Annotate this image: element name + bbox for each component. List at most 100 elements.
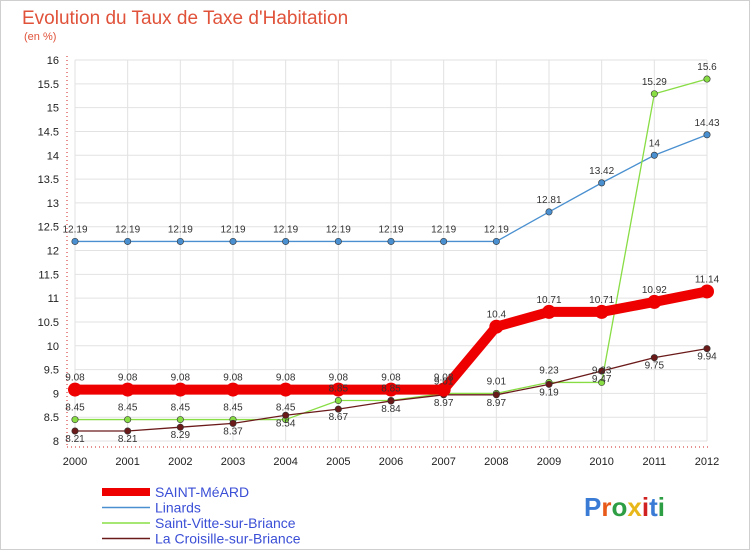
data-point xyxy=(334,405,342,413)
y-tick-label: 11.5 xyxy=(38,269,59,281)
data-labels: 9.08 9.08 9.08 9.08 9.08 9.08 9.08 9.08 10.4 10.7… xyxy=(62,62,719,445)
data-point xyxy=(440,237,448,245)
data-label: 8.84 xyxy=(381,404,401,415)
legend-label: Saint-Vitte-sur-Briance xyxy=(155,515,296,531)
data-point xyxy=(176,423,184,431)
x-tick-label: 2010 xyxy=(589,456,613,468)
data-label: 12.19 xyxy=(273,224,298,235)
y-tick-label: 14 xyxy=(47,150,59,162)
logo-text: Proxiti xyxy=(584,492,665,522)
logo-letter: t xyxy=(649,492,658,522)
data-label: 9.08 xyxy=(381,373,401,384)
data-point xyxy=(545,208,553,216)
data-label: 9.75 xyxy=(645,361,665,372)
data-point xyxy=(703,345,711,353)
y-tick-label: 15 xyxy=(47,103,59,115)
logo-letter: P xyxy=(584,492,601,522)
data-point xyxy=(229,237,237,245)
y-tick-label: 9 xyxy=(53,388,59,400)
legend-label: Linards xyxy=(155,500,201,516)
data-point xyxy=(598,179,606,187)
y-tick-label: 8.5 xyxy=(44,412,59,424)
data-point xyxy=(278,382,293,397)
data-label: 8.45 xyxy=(118,403,138,414)
data-label: 8.97 xyxy=(487,398,507,409)
data-label: 15.29 xyxy=(642,77,667,88)
y-tick-label: 8 xyxy=(53,436,59,448)
data-label: 9.08 xyxy=(171,373,191,384)
data-label: 9.23 xyxy=(539,365,559,376)
data-point xyxy=(229,419,237,427)
data-point xyxy=(68,382,82,397)
data-label: 8.45 xyxy=(171,403,191,414)
data-label: 8.54 xyxy=(276,418,296,429)
data-point xyxy=(334,397,342,405)
data-label: 9.08 xyxy=(118,373,138,384)
data-point xyxy=(124,416,132,424)
data-label: 8.21 xyxy=(65,434,85,445)
data-point xyxy=(387,237,395,245)
data-label: 8.85 xyxy=(329,384,349,395)
data-label: 12.19 xyxy=(378,224,403,235)
data-label: 14 xyxy=(649,138,661,149)
data-label: 9.23 xyxy=(592,365,612,376)
data-label: 10.92 xyxy=(642,285,667,296)
data-label: 9.94 xyxy=(697,352,717,363)
data-point xyxy=(650,354,658,362)
data-point xyxy=(492,391,500,399)
data-point xyxy=(650,151,658,159)
data-point xyxy=(331,382,346,397)
data-label: 12.19 xyxy=(431,224,456,235)
legend-label: SAINT-MéARD xyxy=(155,484,249,500)
data-label: 13.42 xyxy=(589,166,614,177)
x-tick-label: 2004 xyxy=(273,456,297,468)
x-tick-label: 2007 xyxy=(431,456,455,468)
data-label: 10.71 xyxy=(589,295,614,306)
x-tick-label: 2011 xyxy=(643,456,667,468)
data-point xyxy=(492,237,500,245)
data-point xyxy=(489,319,504,334)
x-tick-label: 2001 xyxy=(115,456,139,468)
y-tick-label: 11 xyxy=(48,293,59,305)
data-label: 8.37 xyxy=(223,426,243,437)
data-label: 9.47 xyxy=(592,374,612,385)
data-label: 9.01 xyxy=(434,376,454,387)
data-label: 9.08 xyxy=(329,373,349,384)
data-label: 9.08 xyxy=(223,373,243,384)
data-label: 8.45 xyxy=(276,403,296,414)
data-point xyxy=(647,294,662,309)
logo-letter: i xyxy=(642,492,649,522)
data-label: 8.45 xyxy=(223,403,243,414)
data-point xyxy=(176,237,184,245)
data-point xyxy=(650,90,658,98)
data-label: 9.08 xyxy=(276,373,296,384)
data-label: 11.14 xyxy=(695,274,720,285)
data-label: 9.08 xyxy=(434,373,454,384)
data-label: 9.01 xyxy=(487,376,507,387)
data-label: 12.19 xyxy=(484,224,509,235)
data-label: 10.71 xyxy=(536,295,561,306)
x-tick-label: 2012 xyxy=(695,456,719,468)
data-label: 9.19 xyxy=(539,387,559,398)
data-label: 12.19 xyxy=(220,224,245,235)
y-tick-label: 12.5 xyxy=(38,222,59,234)
y-tick-label: 13.5 xyxy=(38,174,59,186)
x-tick-label: 2008 xyxy=(484,456,508,468)
data-label: 12.19 xyxy=(115,224,140,235)
y-tick-label: 10 xyxy=(47,341,59,353)
logo-letter: x xyxy=(627,492,642,522)
data-point xyxy=(598,378,606,386)
data-label: 12.19 xyxy=(168,224,193,235)
y-tick-label: 13 xyxy=(47,198,59,210)
data-point xyxy=(71,427,79,435)
data-point xyxy=(387,397,395,405)
data-point xyxy=(282,411,290,419)
data-label: 8.67 xyxy=(329,412,349,423)
data-point xyxy=(594,304,609,319)
data-label: 14.43 xyxy=(694,118,719,129)
data-point xyxy=(71,416,79,424)
data-point xyxy=(71,237,79,245)
data-label: 10.4 xyxy=(487,310,507,321)
